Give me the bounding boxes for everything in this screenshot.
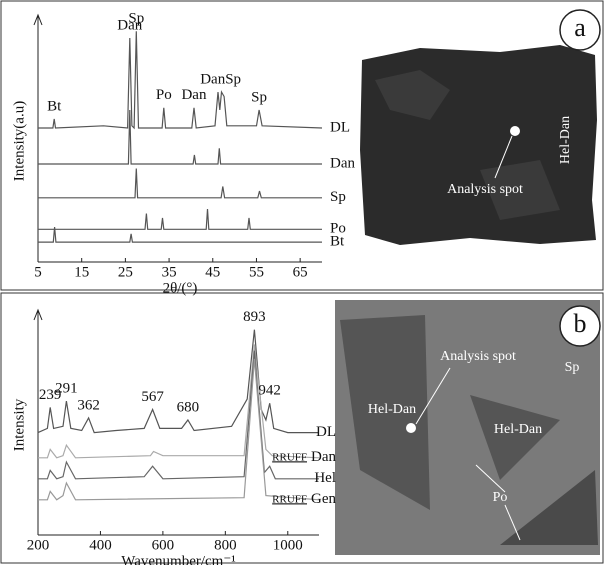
series-label: Gen <box>311 491 336 507</box>
spectrum-line <box>38 110 322 164</box>
peak-annotation: Po <box>156 87 172 103</box>
series-source: RRUFF <box>272 451 307 463</box>
y-axis <box>34 15 42 262</box>
x-tick-label: 5 <box>34 264 42 280</box>
image-label: Analysis spot <box>440 349 516 364</box>
y-axis-label: Intensity <box>11 398 27 451</box>
spectrum-line <box>38 31 322 128</box>
series-label: Sp <box>330 189 346 205</box>
series-label: Dan <box>311 449 336 465</box>
spectrum-line <box>38 330 319 433</box>
image-label: Analysis spot <box>447 182 523 197</box>
x-axis-label: Wavenumber/cm⁻¹ <box>121 553 236 565</box>
peak-label: 893 <box>243 309 266 325</box>
peak-annotation: Sp <box>251 89 267 105</box>
image-label: Hel-Dan <box>368 402 416 417</box>
panel-label: b <box>574 309 587 338</box>
series-label: DL <box>316 424 336 440</box>
panel-label: a <box>574 13 586 42</box>
analysis-spot <box>406 423 416 433</box>
x-tick-label: 1000 <box>273 537 303 553</box>
peak-label: 362 <box>77 397 100 413</box>
x-tick-label: 15 <box>74 264 89 280</box>
image-label: Sp <box>565 360 580 375</box>
image-label: Hel-Dan <box>558 116 573 164</box>
x-tick-label: 200 <box>27 537 50 553</box>
spectrum-line <box>38 169 322 198</box>
x-tick-label: 55 <box>249 264 264 280</box>
x-tick-label: 800 <box>214 537 237 553</box>
x-axis-label: 2θ/(°) <box>163 280 198 296</box>
image-label: Hel-Dan <box>494 422 542 437</box>
peak-label: 942 <box>258 383 281 399</box>
spectrum-line <box>38 209 322 229</box>
series-label: Dan <box>330 155 355 171</box>
x-tick-label: 35 <box>162 264 177 280</box>
y-axis-label: Intensity(a.u) <box>11 101 27 181</box>
peak-annotation: DanSp <box>200 71 241 87</box>
x-tick-label: 400 <box>89 537 112 553</box>
series-label: Hel <box>314 470 336 486</box>
series-source: RRUFF <box>272 493 307 505</box>
x-tick-label: 45 <box>205 264 220 280</box>
x-tick-label: 65 <box>293 264 308 280</box>
peak-label: 291 <box>55 381 78 397</box>
series-label: DL <box>330 119 350 135</box>
peak-label: 680 <box>177 399 200 415</box>
peak-annotation: Sp <box>128 11 144 27</box>
y-axis <box>34 310 42 535</box>
x-tick-label: 25 <box>118 264 133 280</box>
series-label: Bt <box>330 234 345 250</box>
peak-label: 567 <box>141 389 164 405</box>
analysis-spot <box>510 126 520 136</box>
x-tick-label: 600 <box>152 537 175 553</box>
peak-annotation: Dan <box>181 87 206 103</box>
figure: a b Hel-Dan Analysis spot Hel-Dan Analys… <box>0 0 604 565</box>
peak-annotation: Bt <box>47 98 62 114</box>
image-label: Po <box>493 490 508 505</box>
